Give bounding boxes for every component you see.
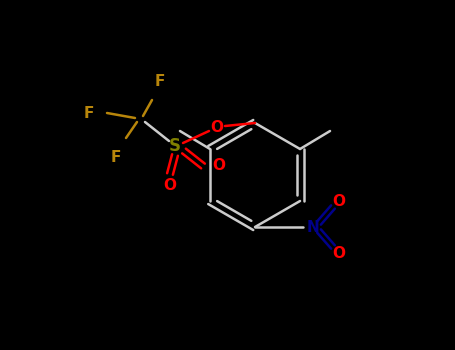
Text: F: F: [84, 105, 94, 120]
Text: O: O: [212, 159, 226, 174]
Text: F: F: [111, 149, 121, 164]
Text: N: N: [307, 219, 319, 234]
Text: S: S: [169, 137, 181, 155]
Text: O: O: [163, 178, 177, 194]
Text: O: O: [333, 245, 345, 260]
Text: F: F: [155, 75, 165, 90]
Text: O: O: [211, 120, 223, 135]
Text: O: O: [333, 194, 345, 209]
